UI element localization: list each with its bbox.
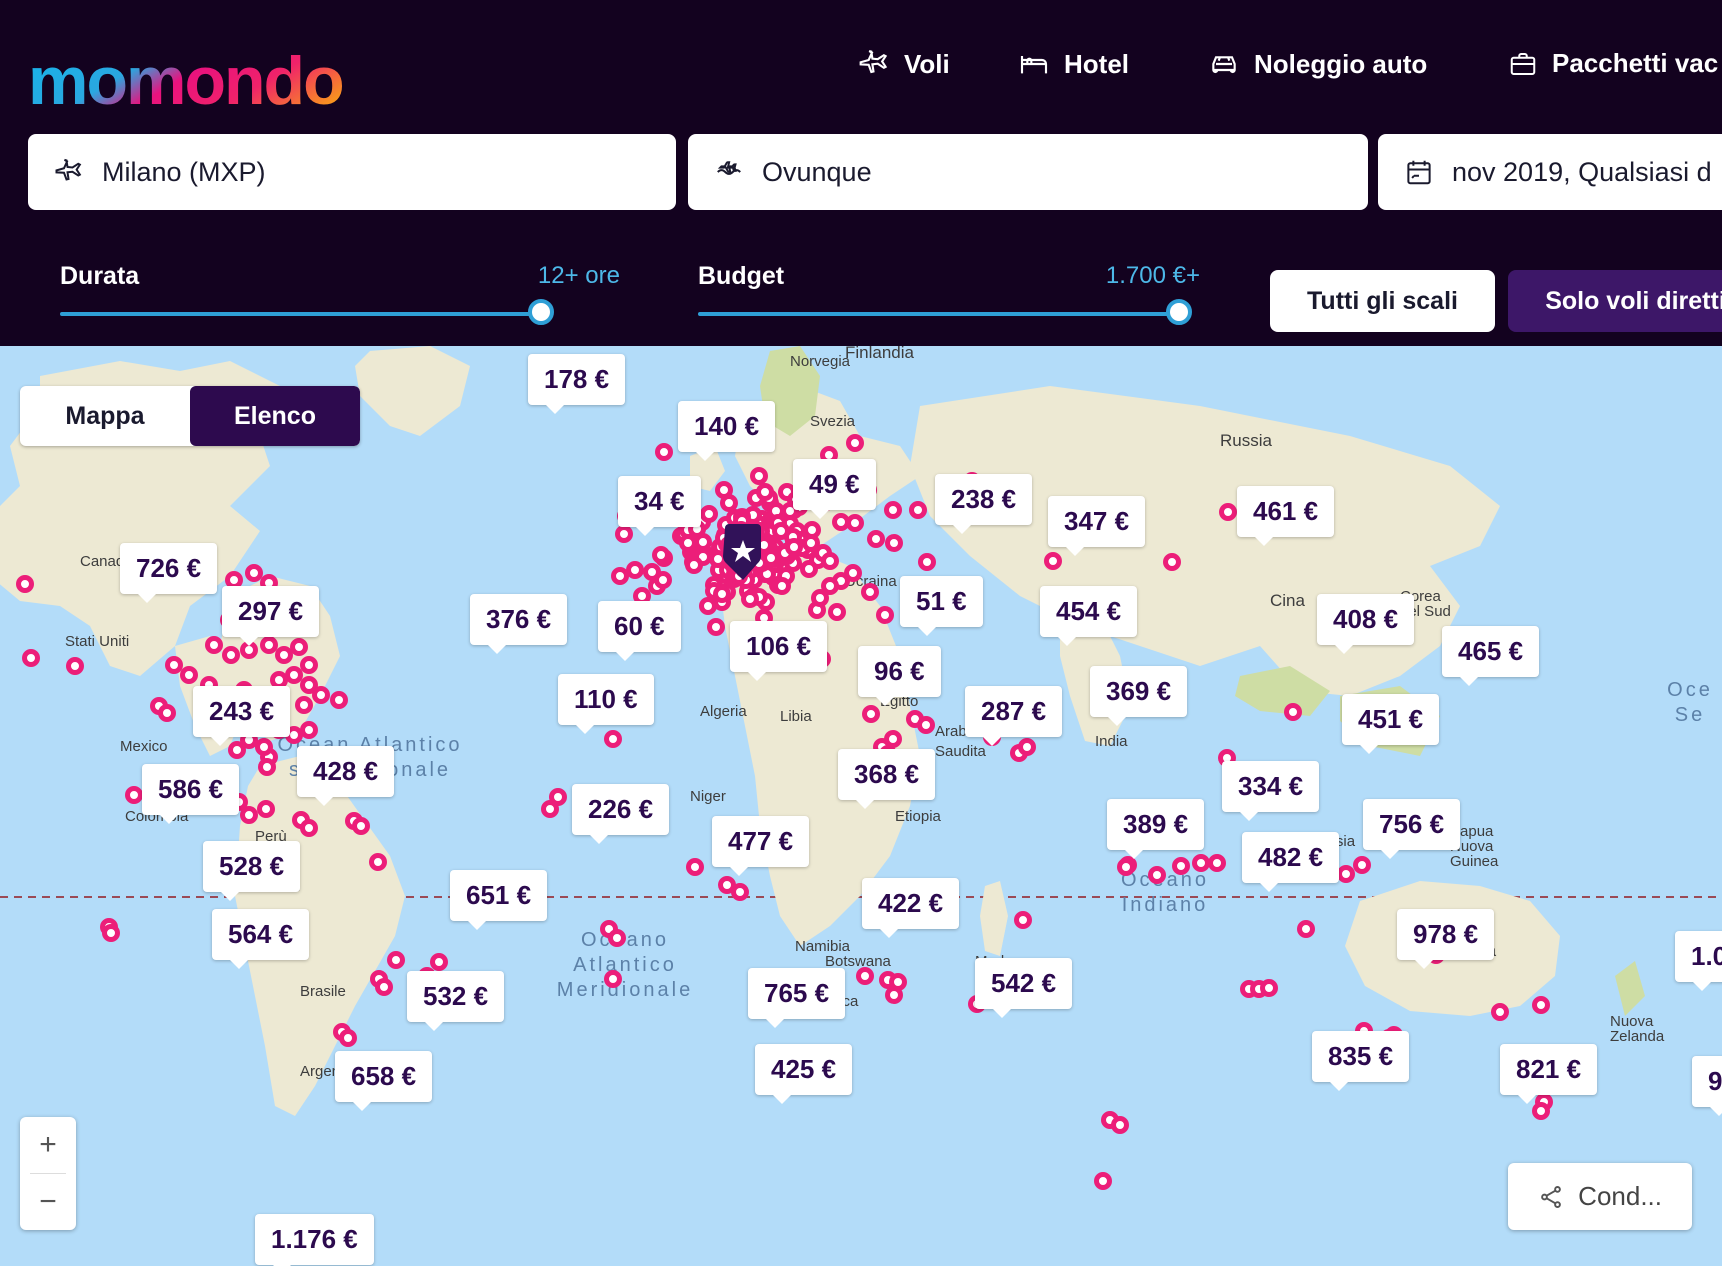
svg-text:Cina: Cina (1270, 591, 1306, 610)
svg-text:Oce: Oce (1667, 679, 1713, 701)
svg-text:India: India (1095, 733, 1128, 750)
svg-text:Guinea: Guinea (1450, 853, 1499, 870)
svg-text:Libia: Libia (780, 708, 812, 725)
svg-text:Stati Uniti: Stati Uniti (65, 633, 129, 650)
svg-text:Mexico: Mexico (120, 738, 168, 755)
svg-text:Finlandia: Finlandia (845, 346, 915, 362)
svg-text:momondo: momondo (28, 43, 343, 119)
svg-text:Brasile: Brasile (300, 983, 346, 1000)
svg-text:Atlantico: Atlantico (573, 954, 677, 976)
svg-text:Se: Se (1675, 704, 1705, 726)
svg-text:Meridionale: Meridionale (557, 979, 693, 1001)
svg-text:Russia: Russia (1220, 431, 1273, 450)
svg-text:Svezia: Svezia (810, 413, 856, 430)
svg-text:Norvegia: Norvegia (790, 353, 851, 370)
svg-text:Niger: Niger (690, 788, 726, 805)
svg-text:Etiopia: Etiopia (895, 808, 942, 825)
svg-text:Saudita: Saudita (935, 743, 987, 760)
svg-text:Zelanda: Zelanda (1610, 1028, 1665, 1045)
svg-text:Indiano: Indiano (1122, 894, 1209, 916)
svg-text:Algeria: Algeria (700, 703, 747, 720)
